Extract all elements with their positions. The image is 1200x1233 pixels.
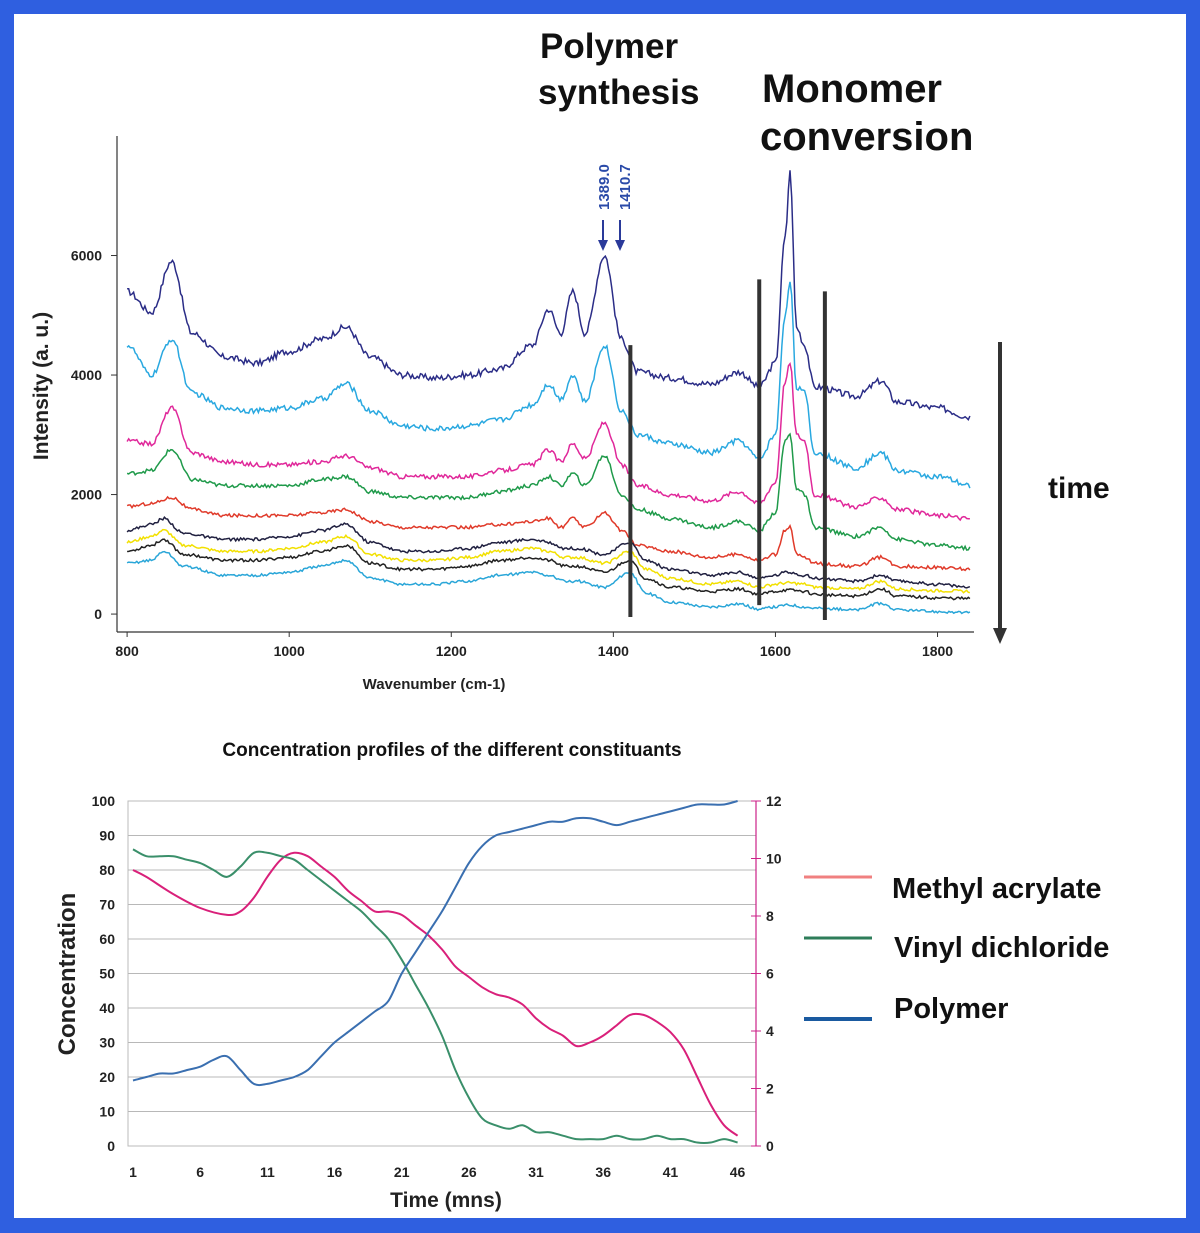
y2-tick-label: 2 bbox=[766, 1081, 774, 1097]
y-tick-label: 90 bbox=[99, 828, 115, 844]
spectrum-line bbox=[127, 538, 971, 601]
concentration-y-label: Concentration bbox=[54, 893, 81, 1056]
x-tick-label: 46 bbox=[730, 1164, 746, 1180]
concentration-line bbox=[132, 851, 739, 1137]
x-tick-label: 1400 bbox=[598, 643, 629, 659]
annotation-polymer-line2: synthesis bbox=[538, 73, 699, 112]
concentration-x-ticks: 1 6 11 16 21 26 31 36 41 46 bbox=[129, 1164, 745, 1180]
spectrum-line bbox=[126, 281, 971, 489]
y-tick-label: 50 bbox=[99, 966, 115, 982]
peak-label-1410: 1410.7 bbox=[617, 164, 634, 210]
concentration-title: Concentration profiles of the different … bbox=[222, 740, 681, 761]
x-tick-label: 6 bbox=[196, 1164, 204, 1180]
spectra-x-label: Wavenumber (cm-1) bbox=[363, 676, 506, 693]
spectrum-line bbox=[126, 550, 971, 615]
annotation-polymer-line1: Polymer bbox=[540, 27, 678, 66]
y2-tick-label: 4 bbox=[766, 1023, 774, 1039]
y-tick-label: 70 bbox=[99, 897, 115, 913]
spectra-y-ticks: 0 2000 4000 6000 bbox=[71, 248, 117, 622]
x-tick-label: 31 bbox=[528, 1164, 544, 1180]
concentration-line bbox=[132, 800, 738, 1087]
x-tick-label: 16 bbox=[327, 1164, 343, 1180]
concentration-line bbox=[132, 848, 738, 1144]
x-tick-label: 1000 bbox=[274, 643, 305, 659]
x-tick-label: 21 bbox=[394, 1164, 410, 1180]
concentration-gridlines bbox=[128, 835, 756, 1112]
y-tick-label: 60 bbox=[99, 931, 115, 947]
spectrum-line bbox=[126, 528, 971, 594]
x-tick-label: 41 bbox=[663, 1164, 679, 1180]
spectra-x-ticks: 800 1000 1200 1400 1600 1800 bbox=[115, 632, 953, 659]
time-label: time bbox=[1048, 472, 1110, 505]
x-tick-label: 11 bbox=[260, 1164, 275, 1180]
annotation-monomer-line2: conversion bbox=[760, 115, 973, 159]
annotation-monomer-line1: Monomer bbox=[762, 67, 942, 111]
y2-tick-label: 10 bbox=[766, 851, 782, 867]
concentration-y-ticks: 0 10 20 30 40 50 60 70 80 90 100 bbox=[92, 793, 116, 1154]
x-tick-label: 1800 bbox=[922, 643, 953, 659]
time-arrow bbox=[993, 342, 1007, 644]
concentration-chart: Concentration profiles of the different … bbox=[54, 740, 1109, 1212]
y2-tick-label: 12 bbox=[766, 793, 782, 809]
y2-tick-label: 8 bbox=[766, 908, 774, 924]
y-tick-label: 10 bbox=[99, 1104, 115, 1120]
y2-tick-label: 6 bbox=[766, 966, 774, 982]
legend-label-polymer: Polymer bbox=[894, 993, 1008, 1025]
x-tick-label: 1200 bbox=[436, 643, 467, 659]
legend-label-vinyl-dichloride: Vinyl dichloride bbox=[894, 932, 1109, 964]
legend: Methyl acrylate Vinyl dichloride Polymer bbox=[804, 873, 1109, 1025]
concentration-x-label: Time (mns) bbox=[390, 1189, 502, 1212]
x-tick-label: 800 bbox=[115, 643, 139, 659]
spectrum-line bbox=[126, 361, 970, 522]
figure-panel: 800 1000 1200 1400 1600 1800 0 2000 4000 6000 Wa… bbox=[14, 14, 1186, 1218]
x-tick-label: 1600 bbox=[760, 643, 791, 659]
spectra-markers-group bbox=[628, 279, 827, 621]
y-tick-label: 0 bbox=[94, 606, 102, 622]
y-tick-label: 2000 bbox=[71, 487, 102, 503]
spectrum-line bbox=[126, 515, 971, 589]
y-tick-label: 20 bbox=[99, 1069, 115, 1085]
peak-arrow-1389 bbox=[598, 220, 608, 251]
y-tick-label: 6000 bbox=[71, 248, 102, 264]
y-tick-label: 80 bbox=[99, 862, 115, 878]
spectrum-line bbox=[126, 495, 971, 572]
x-tick-label: 36 bbox=[595, 1164, 611, 1180]
y-tick-label: 4000 bbox=[71, 367, 102, 383]
y-tick-label: 0 bbox=[107, 1138, 115, 1154]
x-tick-label: 1 bbox=[129, 1164, 137, 1180]
x-tick-label: 26 bbox=[461, 1164, 477, 1180]
peak-arrow-1410 bbox=[615, 220, 625, 251]
y-tick-label: 30 bbox=[99, 1035, 115, 1051]
spectrum-line bbox=[126, 432, 971, 552]
spectra-y-label: Intensity (a. u.) bbox=[30, 312, 53, 460]
legend-label-methyl-acrylate: Methyl acrylate bbox=[892, 873, 1102, 905]
y-tick-label: 40 bbox=[99, 1000, 115, 1016]
y-tick-label: 100 bbox=[92, 793, 116, 809]
peak-label-1389: 1389.0 bbox=[596, 164, 613, 210]
spectrum-line bbox=[127, 170, 971, 422]
concentration-series-group bbox=[132, 800, 739, 1144]
spectra-chart: 800 1000 1200 1400 1600 1800 0 2000 4000 6000 Wa… bbox=[30, 27, 1110, 693]
spectra-series-group bbox=[126, 170, 971, 615]
y2-tick-label: 0 bbox=[766, 1138, 774, 1154]
